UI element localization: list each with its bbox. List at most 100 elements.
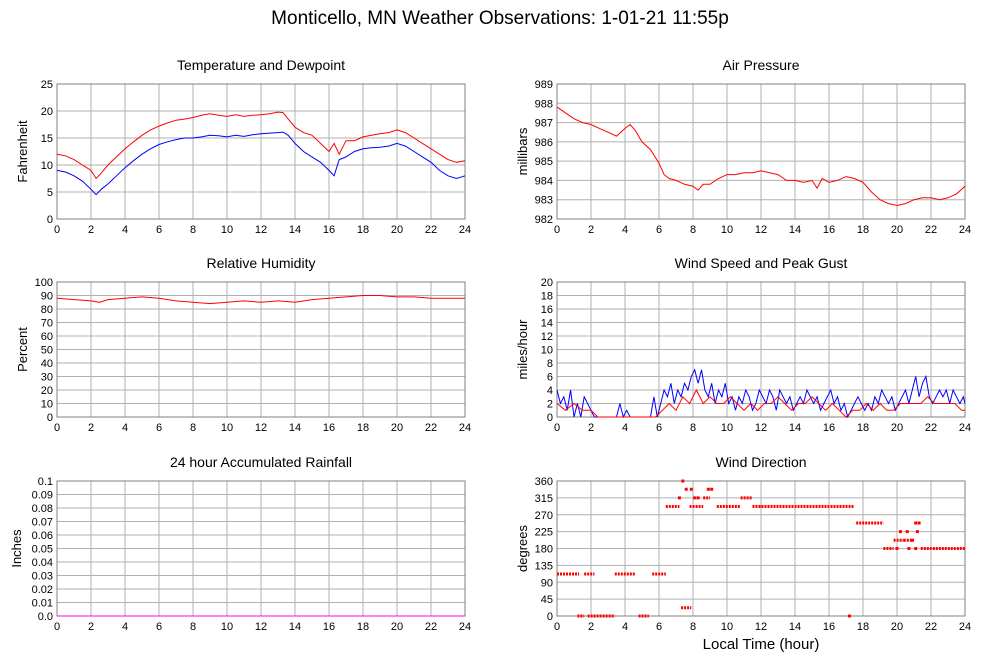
- series-line-0: [556, 368, 966, 419]
- series-line-1: [556, 388, 965, 418]
- page-title: Monticello, MN Weather Observations: 1-0…: [271, 8, 729, 29]
- x-tick-label: 6: [156, 422, 162, 434]
- y-tick-label: 25: [41, 79, 53, 91]
- y-tick-label: 16: [541, 304, 553, 316]
- y-axis-label: degrees: [515, 525, 530, 572]
- y-tick-label: 0.04: [32, 557, 53, 569]
- x-tick-label: 14: [289, 224, 301, 236]
- y-tick-label: 0.09: [32, 490, 53, 502]
- x-tick-label: 18: [357, 422, 369, 434]
- x-tick-label: 24: [959, 224, 971, 236]
- y-tick-label: 12: [541, 331, 553, 343]
- direction-point: [910, 538, 914, 542]
- y-axis-label: miles/hour: [515, 319, 530, 380]
- direction-point: [847, 614, 851, 618]
- y-tick-label: 983: [535, 195, 553, 207]
- y-tick-label: 6: [547, 372, 553, 384]
- direction-point: [681, 479, 685, 483]
- y-tick-label: 90: [41, 291, 53, 303]
- plot-frame: [556, 281, 966, 418]
- y-tick-label: 20: [41, 385, 53, 397]
- y-tick-label: 982: [535, 214, 553, 226]
- x-tick-label: 8: [190, 621, 196, 633]
- x-tick-label: 0: [554, 422, 560, 434]
- x-tick-label: 12: [755, 422, 767, 434]
- y-tick-label: 15: [41, 133, 53, 145]
- y-tick-label: 225: [535, 527, 553, 539]
- direction-point: [914, 521, 918, 525]
- x-tick-label: 10: [221, 621, 233, 633]
- x-tick-label: 6: [156, 621, 162, 633]
- x-tick-label: 10: [221, 224, 233, 236]
- y-tick-label: 2: [547, 399, 553, 411]
- y-tick-label: 0: [47, 214, 53, 226]
- y-tick-label: 180: [535, 544, 553, 556]
- y-tick-label: 60: [41, 331, 53, 343]
- y-tick-label: 10: [541, 345, 553, 357]
- x-tick-label: 8: [690, 422, 696, 434]
- x-tick-label: 8: [690, 224, 696, 236]
- y-tick-label: 0.06: [32, 530, 53, 542]
- x-tick-label: 24: [959, 422, 971, 434]
- y-tick-label: 135: [535, 560, 553, 572]
- x-tick-label: 24: [459, 224, 471, 236]
- y-tick-label: 270: [535, 510, 553, 522]
- x-tick-label: 20: [891, 422, 903, 434]
- direction-point: [684, 487, 688, 491]
- x-tick-label: 0: [554, 224, 560, 236]
- y-tick-label: 5: [47, 187, 53, 199]
- x-tick-label: 12: [755, 621, 767, 633]
- series-line-0: [56, 295, 465, 305]
- x-tick-label: 18: [857, 621, 869, 633]
- y-tick-label: 0.01: [32, 598, 53, 610]
- chart-title: Relative Humidity: [207, 255, 316, 271]
- chart-title: Wind Direction: [715, 454, 806, 470]
- x-tick-label: 22: [425, 621, 437, 633]
- x-tick-label: 2: [88, 422, 94, 434]
- y-axis-label: Inches: [9, 529, 24, 568]
- x-tick-label: 16: [323, 621, 335, 633]
- x-tick-label: 14: [789, 224, 801, 236]
- y-tick-label: 0.0: [38, 611, 53, 623]
- y-tick-label: 10: [41, 160, 53, 172]
- direction-point: [898, 530, 902, 534]
- x-tick-label: 22: [925, 621, 937, 633]
- y-tick-label: 10: [41, 399, 53, 411]
- x-tick-label: 12: [755, 224, 767, 236]
- x-tick-label: 8: [190, 224, 196, 236]
- x-tick-label: 20: [391, 224, 403, 236]
- x-tick-label: 12: [255, 621, 267, 633]
- series-line-1: [56, 131, 466, 196]
- x-tick-label: 6: [156, 224, 162, 236]
- plot-frame: [556, 480, 966, 617]
- y-tick-label: 0.1: [38, 476, 53, 488]
- y-tick-label: 20: [41, 106, 53, 118]
- x-tick-label: 8: [190, 422, 196, 434]
- x-tick-label: 2: [588, 422, 594, 434]
- direction-point: [693, 496, 697, 500]
- y-axis-label: millibars: [515, 127, 530, 175]
- x-tick-label: 18: [857, 224, 869, 236]
- y-tick-label: 360: [535, 476, 553, 488]
- y-tick-label: 986: [535, 137, 553, 149]
- x-tick-label: 18: [357, 621, 369, 633]
- x-tick-label: 16: [323, 224, 335, 236]
- y-tick-label: 315: [535, 493, 553, 505]
- y-tick-label: 0.08: [32, 503, 53, 515]
- x-tick-label: 14: [789, 621, 801, 633]
- x-tick-label: 20: [891, 621, 903, 633]
- x-tick-label: 22: [925, 224, 937, 236]
- y-tick-label: 40: [41, 358, 53, 370]
- direction-point: [706, 487, 710, 491]
- x-tick-label: 4: [122, 224, 128, 236]
- y-tick-label: 984: [535, 175, 553, 187]
- y-tick-label: 0.07: [32, 517, 53, 529]
- x-tick-label: 6: [656, 621, 662, 633]
- y-tick-label: 100: [35, 277, 53, 289]
- y-tick-label: 0.02: [32, 584, 53, 596]
